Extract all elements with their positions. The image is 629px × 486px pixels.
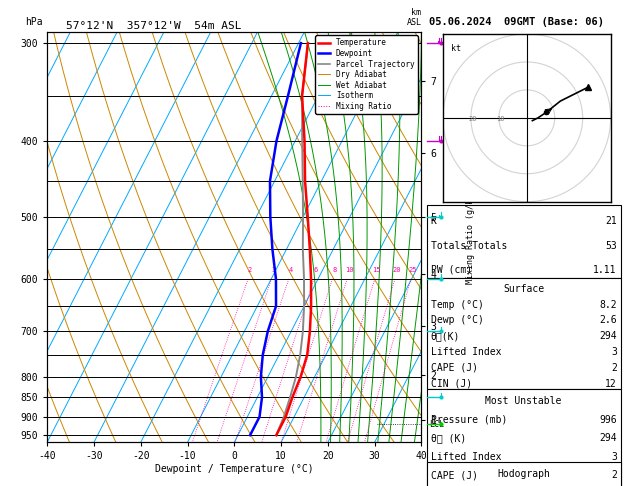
Text: K: K [430, 216, 437, 226]
Text: 2: 2 [611, 470, 617, 480]
Text: 2.6: 2.6 [599, 315, 617, 325]
Text: 12: 12 [605, 379, 617, 389]
Text: Totals Totals: Totals Totals [430, 241, 507, 251]
Text: km
ASL: km ASL [406, 8, 421, 28]
Legend: Temperature, Dewpoint, Parcel Trajectory, Dry Adiabat, Wet Adiabat, Isotherm, Mi: Temperature, Dewpoint, Parcel Trajectory… [315, 35, 418, 114]
Text: 05.06.2024  09GMT (Base: 06): 05.06.2024 09GMT (Base: 06) [428, 17, 604, 27]
Text: PW (cm): PW (cm) [430, 265, 472, 275]
Text: hPa: hPa [25, 17, 42, 28]
Text: 3: 3 [611, 347, 617, 357]
Text: Hodograph: Hodograph [497, 469, 550, 479]
Text: 4: 4 [289, 267, 292, 273]
Bar [426, 389, 621, 486]
Bar [426, 462, 621, 486]
Text: kt: kt [452, 44, 461, 53]
Text: 3: 3 [611, 451, 617, 462]
Text: Pressure (mb): Pressure (mb) [430, 415, 507, 425]
Text: CAPE (J): CAPE (J) [430, 470, 477, 480]
Text: 996: 996 [599, 415, 617, 425]
Text: 2: 2 [248, 267, 252, 273]
Text: 3: 3 [271, 267, 276, 273]
Text: 25: 25 [408, 267, 417, 273]
Bar [426, 278, 621, 389]
Text: θᴇ(K): θᴇ(K) [430, 331, 460, 341]
Text: 20: 20 [392, 267, 401, 273]
Text: Mixing Ratio (g/kg): Mixing Ratio (g/kg) [465, 190, 475, 284]
Text: Lifted Index: Lifted Index [430, 347, 501, 357]
Text: LCL: LCL [429, 420, 444, 429]
Text: 294: 294 [599, 433, 617, 443]
Text: Most Unstable: Most Unstable [486, 396, 562, 406]
Text: 1.11: 1.11 [593, 265, 617, 275]
Text: 10: 10 [496, 116, 504, 122]
Text: Temp (°C): Temp (°C) [430, 299, 484, 310]
Text: 294: 294 [599, 331, 617, 341]
X-axis label: Dewpoint / Temperature (°C): Dewpoint / Temperature (°C) [155, 464, 314, 474]
Text: 15: 15 [372, 267, 381, 273]
Text: 21: 21 [605, 216, 617, 226]
Text: CIN (J): CIN (J) [430, 379, 472, 389]
Text: CAPE (J): CAPE (J) [430, 363, 477, 373]
Text: 20: 20 [468, 116, 477, 122]
Text: Lifted Index: Lifted Index [430, 451, 501, 462]
Text: 8: 8 [332, 267, 337, 273]
Text: 57°12'N  357°12'W  54m ASL: 57°12'N 357°12'W 54m ASL [66, 21, 242, 31]
Text: 10: 10 [345, 267, 353, 273]
Text: 8.2: 8.2 [599, 299, 617, 310]
Text: 6: 6 [314, 267, 318, 273]
Text: Dewp (°C): Dewp (°C) [430, 315, 484, 325]
Text: 53: 53 [605, 241, 617, 251]
Text: 2: 2 [611, 363, 617, 373]
Text: Surface: Surface [503, 284, 544, 294]
Bar [426, 206, 621, 278]
Text: θᴇ (K): θᴇ (K) [430, 433, 465, 443]
Text: © weatheronline.co.uk: © weatheronline.co.uk [471, 470, 576, 479]
